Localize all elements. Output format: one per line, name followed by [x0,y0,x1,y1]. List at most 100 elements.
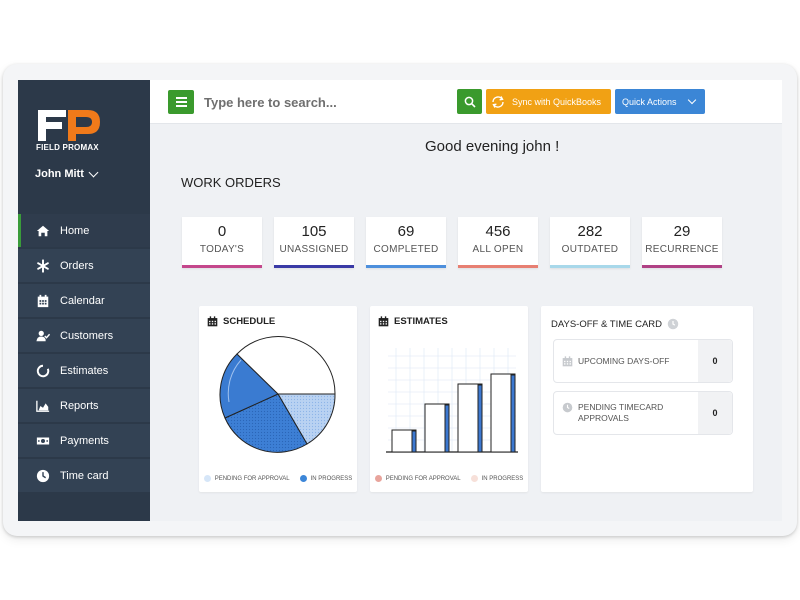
sync-quickbooks-button[interactable]: Sync with QuickBooks [486,89,611,114]
schedule-title: SCHEDULE [207,316,275,327]
stat-value: 29 [673,223,691,240]
sidebar-item-label: Payments [60,434,109,447]
stat-card-todays[interactable]: 0 TODAY'S [182,217,262,268]
sidebar-item-calendar[interactable]: Calendar [18,284,150,317]
pending-timecard-row[interactable]: PENDING TIMECARD APPROVALS 0 [553,391,733,435]
stat-card-completed[interactable]: 69 COMPLETED [366,217,446,268]
legend-label: PENDING FOR APPROVAL [214,475,290,482]
pie-slice [277,393,336,445]
sidebar-nav: Home Orders Calendar Customers [18,214,150,494]
chevron-down-icon [88,167,99,177]
quick-actions-button[interactable]: Quick Actions [615,89,705,114]
estimates-legend: PENDING FOR APPROVAL IN PROGRESS [370,475,528,482]
sidebar: FIELD PROMAX John Mitt Home Orders [18,80,150,521]
calendar-icon [207,316,218,327]
sidebar-item-reports[interactable]: Reports [18,389,150,422]
stat-accent-bar [550,265,630,268]
days-off-title-text: DAYS-OFF & TIME CARD [551,318,663,330]
stat-card-unassigned[interactable]: 105 UNASSIGNED [274,217,354,268]
schedule-pie-chart [219,336,336,453]
legend-dot [299,475,307,482]
days-off-title: DAYS-OFF & TIME CARD [551,318,679,330]
clock-icon [667,318,679,330]
stat-value: 105 [301,223,327,240]
calendar-icon [562,355,573,366]
stat-accent-bar [182,265,262,268]
sync-quickbooks-label: Sync with QuickBooks [512,96,602,107]
user-menu[interactable]: John Mitt [35,167,99,180]
pending-timecard-text: PENDING TIMECARD APPROVALS [578,402,663,424]
legend-item: PENDING FOR APPROVAL [374,475,461,482]
greeting-text: Good evening john ! [425,138,560,155]
legend-item: PENDING FOR APPROVAL [203,475,290,482]
app-screen: FIELD PROMAX John Mitt Home Orders [18,80,782,521]
sidebar-item-home[interactable]: Home [18,214,150,247]
money-icon [36,434,50,448]
stat-label: ALL OPEN [472,244,524,255]
estimates-title-text: ESTIMATES [394,316,448,327]
pending-timecard-line-1: PENDING TIMECARD [578,402,664,412]
days-off-panel: DAYS-OFF & TIME CARD UPCOMING DAYS-OFF 0… [541,306,753,492]
sidebar-item-label: Time card [60,469,109,482]
pending-timecard-count: 0 [698,392,732,434]
upcoming-days-off-label: UPCOMING DAYS-OFF [554,356,698,367]
stat-value: 282 [577,223,603,240]
sidebar-item-orders[interactable]: Orders [18,249,150,282]
clock-icon [562,402,573,413]
legend-item: IN PROGRESS [470,475,523,482]
search-input[interactable] [204,91,444,113]
stat-accent-bar [642,265,722,268]
legend-dot [374,475,382,482]
clock-icon [36,469,50,483]
user-check-icon [36,329,50,343]
brand-name: FIELD PROMAX [36,143,99,152]
upcoming-days-off-row[interactable]: UPCOMING DAYS-OFF 0 [553,339,733,383]
field-promax-logo [38,110,100,141]
sidebar-item-estimates[interactable]: Estimates [18,354,150,387]
stat-label: COMPLETED [373,244,439,255]
legend-label: IN PROGRESS [310,475,353,482]
stat-card-outdated[interactable]: 282 OUTDATED [550,217,630,268]
stat-value: 69 [397,223,415,240]
sidebar-item-label: Reports [60,399,99,412]
stat-accent-bar [274,265,354,268]
stat-accent-bar [458,265,538,268]
sidebar-item-label: Calendar [60,294,105,307]
pending-timecard-line-2: APPROVALS [578,413,629,423]
sidebar-item-time-card[interactable]: Time card [18,459,150,492]
legend-dot [470,475,478,482]
sidebar-item-label: Home [60,224,90,237]
chevron-down-icon [687,95,696,104]
search-icon [464,96,476,108]
sidebar-item-customers[interactable]: Customers [18,319,150,352]
schedule-panel: SCHEDULE PENDING FOR APPROV [199,306,357,492]
top-bar: Sync with QuickBooks Quick Actions [150,80,782,124]
sync-icon [492,95,504,108]
stat-card-recurrence[interactable]: 29 RECURRENCE [642,217,722,268]
pie-slice [224,393,308,453]
estimates-bar-chart [386,348,518,453]
estimates-panel: ESTIMATES [370,306,528,492]
upcoming-days-off-text: UPCOMING DAYS-OFF [578,355,670,366]
hamburger-menu-button[interactable] [168,90,194,114]
schedule-title-text: SCHEDULE [223,316,276,327]
estimates-title: ESTIMATES [378,316,448,327]
legend-label: PENDING FOR APPROVAL [385,475,461,482]
sidebar-item-payments[interactable]: Payments [18,424,150,457]
pending-timecard-label: PENDING TIMECARD APPROVALS [554,402,698,424]
stat-card-all-open[interactable]: 456 ALL OPEN [458,217,538,268]
calendar-icon [378,316,389,327]
asterisk-icon [36,258,50,273]
schedule-legend: PENDING FOR APPROVAL IN PROGRESS [199,475,357,482]
quick-actions-label: Quick Actions [622,96,677,107]
search-button[interactable] [457,89,482,114]
stat-label: TODAY'S [199,244,245,255]
legend-dot [203,475,211,482]
stat-accent-bar [366,265,446,268]
sidebar-item-label: Orders [60,259,94,272]
sidebar-item-label: Customers [60,329,114,342]
stat-label: RECURRENCE [645,244,719,255]
circle-notch-icon [36,364,50,378]
stat-label: UNASSIGNED [279,244,349,255]
area-chart-icon [36,399,50,413]
